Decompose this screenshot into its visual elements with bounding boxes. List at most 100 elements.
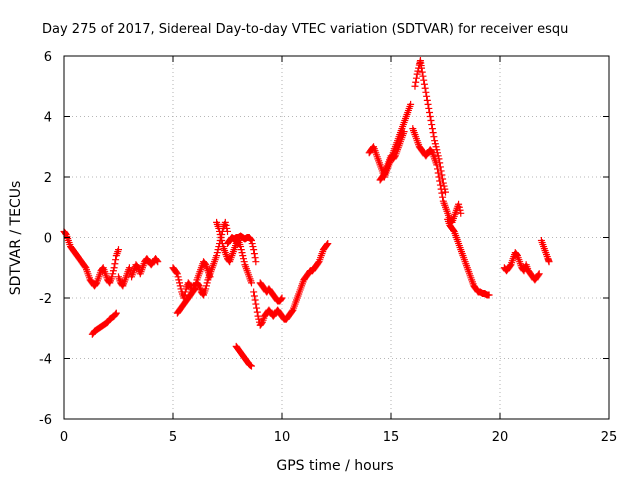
- data-point: [247, 236, 255, 244]
- data-point: [251, 254, 259, 262]
- series-segment-20-21: [500, 249, 543, 284]
- data-point: [174, 273, 182, 281]
- data-point: [250, 250, 258, 258]
- data-point: [545, 258, 553, 266]
- chart-title: Day 275 of 2017, Sidereal Day-to-day VTE…: [42, 22, 568, 37]
- data-point: [216, 230, 224, 238]
- data-point: [115, 246, 122, 254]
- data-point: [442, 188, 449, 196]
- data-point: [456, 206, 464, 214]
- data-point: [251, 296, 259, 304]
- data-point: [324, 240, 332, 248]
- data-point: [224, 227, 231, 235]
- data-point: [277, 295, 285, 303]
- data-point: [535, 270, 543, 278]
- data-point: [238, 249, 246, 257]
- data-point: [247, 237, 255, 245]
- data-point: [278, 294, 286, 302]
- data-point: [109, 267, 117, 275]
- data-point: [250, 246, 258, 254]
- y-tick-label: 4: [44, 111, 52, 126]
- data-point: [420, 76, 428, 84]
- data-point: [391, 153, 399, 161]
- data-point: [237, 243, 245, 251]
- data-point: [424, 100, 432, 108]
- data-point: [92, 280, 100, 288]
- x-axis-label: GPS time / hours: [276, 458, 393, 474]
- data-point: [433, 146, 441, 154]
- data-point: [426, 113, 434, 120]
- data-point: [81, 263, 89, 271]
- data-point: [202, 285, 210, 293]
- x-tick-label: 20: [492, 430, 509, 445]
- data-point: [112, 309, 120, 317]
- series-segment-7-9-top: [224, 232, 260, 266]
- data-point: [133, 263, 141, 271]
- data-point: [419, 72, 427, 80]
- data-point: [249, 243, 257, 251]
- data-point: [61, 229, 69, 237]
- data-point: [422, 88, 430, 96]
- data-point: [111, 260, 119, 268]
- data-point: [237, 246, 245, 254]
- data-point: [217, 234, 225, 241]
- data-point: [426, 108, 434, 116]
- data-point: [535, 271, 543, 279]
- series-segment-8-low: [232, 342, 255, 370]
- data-point: [258, 319, 266, 327]
- data-point: [154, 258, 162, 266]
- data-point: [176, 282, 184, 290]
- data-point: [437, 167, 445, 175]
- y-axis-label: SDTVAR / TECUs: [8, 181, 24, 296]
- data-point: [202, 282, 210, 290]
- x-tick-label: 25: [601, 430, 618, 445]
- data-point: [438, 171, 446, 179]
- data-point: [436, 159, 444, 167]
- data-point: [427, 117, 435, 125]
- data-point: [457, 209, 465, 217]
- data-point: [434, 149, 442, 157]
- data-point: [252, 300, 260, 308]
- data-point: [418, 64, 426, 72]
- series-segment-16-top: [411, 57, 449, 196]
- data-point: [434, 152, 442, 160]
- data-point: [412, 78, 420, 86]
- data-point: [428, 125, 436, 133]
- y-tick-label: -6: [39, 413, 52, 428]
- series-segment-9-10-mid: [256, 279, 286, 305]
- series-segment-0-2: [60, 227, 122, 290]
- data-marks: [60, 57, 553, 370]
- x-tick-label: 0: [60, 430, 68, 445]
- data-point: [214, 246, 222, 254]
- x-tick-label: 10: [274, 430, 291, 445]
- grid-lines: [64, 56, 609, 419]
- series-segment-14-16-b: [376, 128, 408, 184]
- data-point: [201, 260, 209, 268]
- data-point: [485, 291, 493, 299]
- data-point: [435, 155, 443, 163]
- data-point: [428, 148, 436, 156]
- x-tick-label: 15: [383, 430, 400, 445]
- data-point: [223, 224, 231, 232]
- data-point: [431, 140, 439, 148]
- y-tick-label: 2: [44, 171, 52, 186]
- data-point: [455, 200, 463, 208]
- data-point: [441, 185, 449, 193]
- data-point: [109, 270, 117, 278]
- data-point: [412, 74, 420, 82]
- data-point: [449, 226, 457, 234]
- data-point: [221, 218, 229, 226]
- data-point: [380, 171, 388, 179]
- data-point: [203, 279, 211, 287]
- data-point: [421, 84, 429, 92]
- data-point: [400, 128, 408, 136]
- data-point: [173, 269, 181, 277]
- data-point: [213, 252, 221, 260]
- data-point: [194, 281, 202, 289]
- data-point: [247, 279, 255, 287]
- series-segment-2-4: [115, 255, 162, 290]
- data-point: [425, 104, 433, 112]
- data-point: [439, 193, 447, 201]
- data-point: [455, 203, 463, 211]
